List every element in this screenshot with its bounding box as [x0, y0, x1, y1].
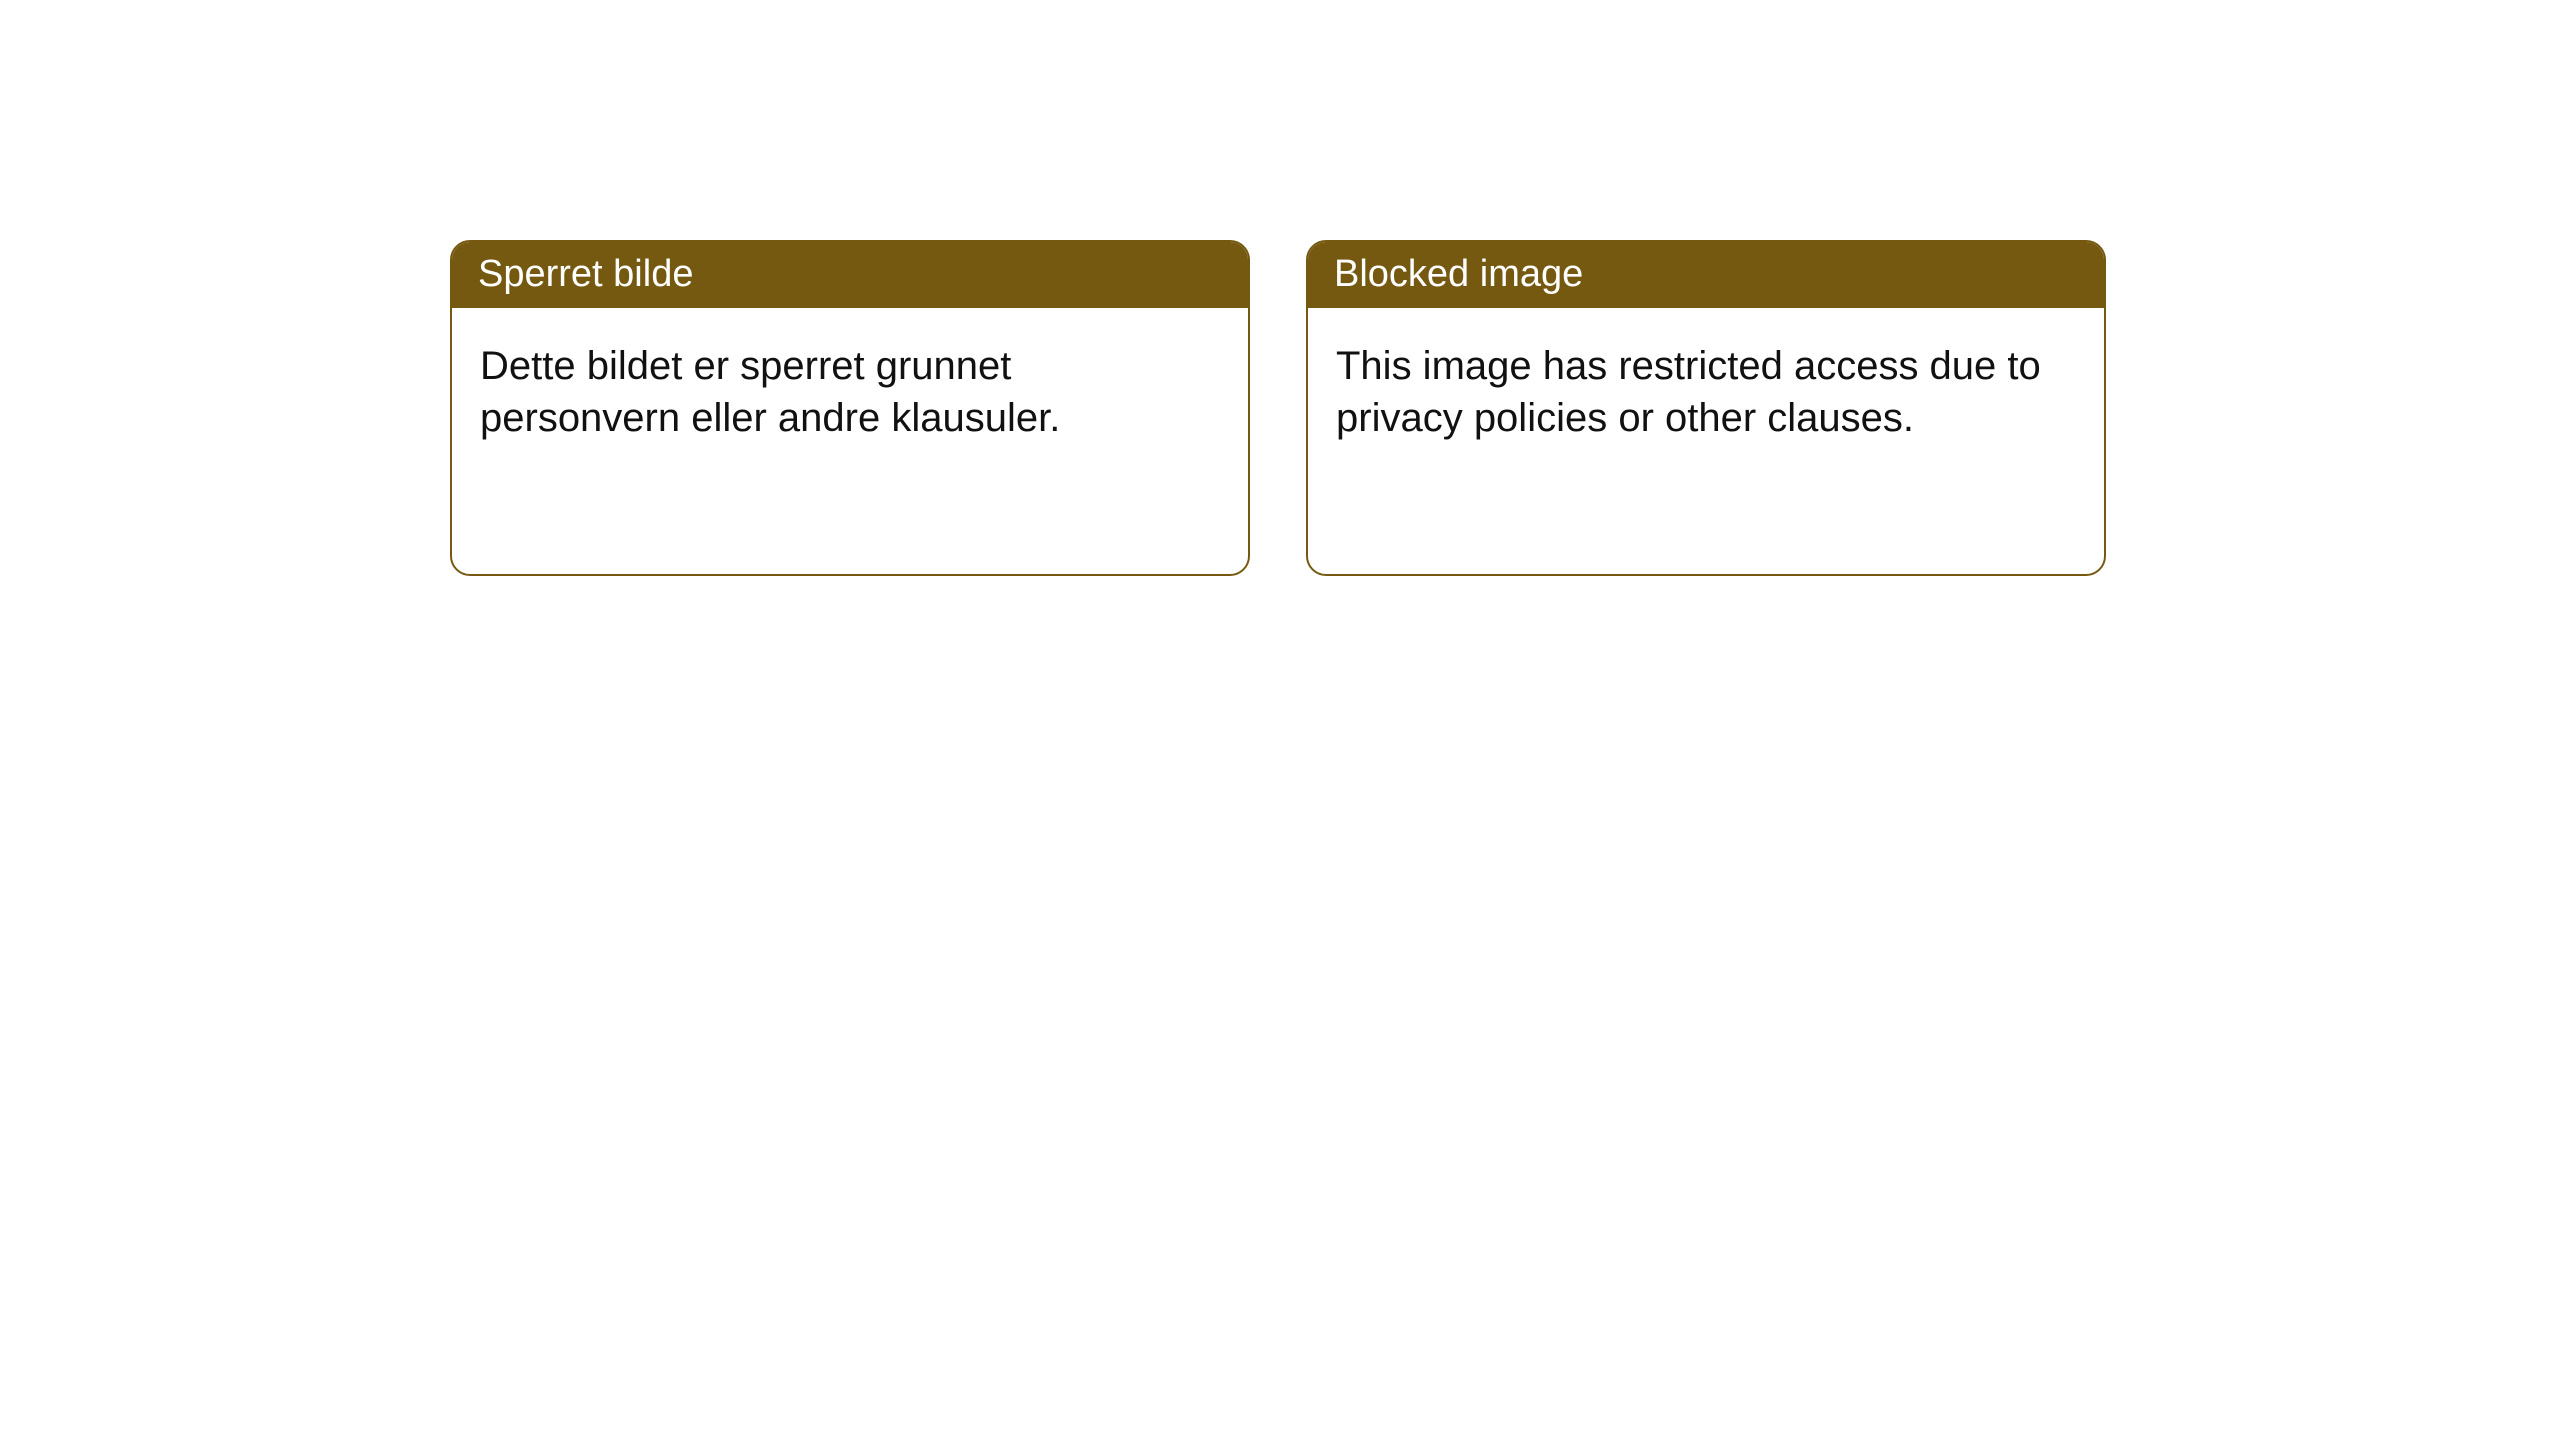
- alert-box-norwegian: Sperret bilde Dette bildet er sperret gr…: [450, 240, 1250, 576]
- alert-title: Blocked image: [1308, 242, 2104, 308]
- alert-body: This image has restricted access due to …: [1308, 308, 2104, 478]
- alert-title: Sperret bilde: [452, 242, 1248, 308]
- alert-box-english: Blocked image This image has restricted …: [1306, 240, 2106, 576]
- alert-container: Sperret bilde Dette bildet er sperret gr…: [0, 0, 2560, 576]
- alert-body: Dette bildet er sperret grunnet personve…: [452, 308, 1248, 478]
